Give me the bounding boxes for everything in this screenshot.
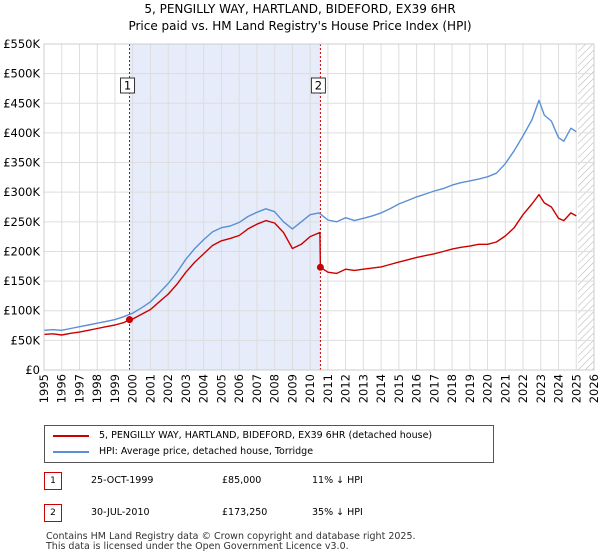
x-tick-label: 2025	[569, 374, 583, 403]
sale-label-box-1	[120, 77, 136, 94]
x-tick-label: 1998	[90, 374, 104, 403]
y-tick-label: £300K	[3, 185, 40, 199]
sale-badge-1: 1	[44, 472, 62, 490]
x-tick-label: 2002	[161, 374, 175, 403]
x-tick-label: 2000	[126, 374, 140, 403]
y-tick-label: £200K	[3, 244, 40, 258]
sale-hpi-2: 35% ↓ HPI	[312, 507, 363, 518]
x-tick-label: 1997	[72, 374, 86, 403]
x-tick-label: 1996	[55, 374, 69, 403]
x-tick-label: 2013	[356, 374, 370, 403]
footer-line-1: Contains HM Land Registry data © Crown c…	[46, 531, 416, 542]
sale-badge-2: 2	[44, 504, 62, 522]
x-tick-label: 2003	[179, 374, 193, 403]
y-tick-label: £350K	[3, 156, 40, 170]
footer: Contains HM Land Registry data © Crown c…	[46, 532, 416, 552]
plot-border	[43, 43, 595, 371]
x-tick-label: 2022	[516, 374, 530, 403]
legend-hpi-swatch	[53, 451, 89, 453]
x-tick-label: 1999	[108, 374, 122, 403]
x-tick-label: 2006	[232, 374, 246, 403]
y-tick-label: £100K	[3, 304, 40, 318]
y-tick-label: £50K	[11, 333, 41, 347]
x-tick-label: 2019	[463, 374, 477, 403]
x-tick-label: 2016	[410, 374, 424, 403]
x-tick-label: 2026	[587, 374, 600, 403]
sale-point-1	[126, 316, 134, 324]
chart-subtitle: Price paid vs. HM Land Registry's House …	[128, 19, 471, 33]
sale-price-1: £85,000	[222, 475, 262, 486]
x-tick-label: 2015	[392, 374, 406, 403]
x-tick-label: 2023	[534, 374, 548, 403]
y-tick-label: £150K	[3, 274, 40, 288]
sale-label-1: 1	[124, 79, 131, 93]
legend: 5, PENGILLY WAY, HARTLAND, BIDEFORD, EX3…	[44, 425, 494, 463]
hpi-series-line	[43, 99, 577, 331]
sale-date-1: 25-OCT-1999	[91, 475, 154, 486]
x-tick-label: 2018	[445, 374, 459, 403]
x-tick-label: 2001	[143, 374, 157, 403]
x-tick-label: 2004	[197, 374, 211, 403]
y-tick-label: £500K	[3, 67, 40, 81]
x-tick-label: 2011	[321, 374, 335, 403]
sale-label-box-2	[310, 77, 326, 94]
legend-hpi-label: HPI: Average price, detached house, Torr…	[99, 446, 314, 457]
x-tick-label: 2020	[481, 374, 495, 403]
sale-point-2	[316, 263, 324, 271]
x-tick-label: 2008	[268, 374, 282, 403]
sale-label-2: 2	[315, 79, 322, 93]
price-chart: 5, PENGILLY WAY, HARTLAND, BIDEFORD, EX3…	[3, 2, 600, 403]
sale-price-2: £173,250	[222, 507, 268, 518]
x-tick-label: 2017	[427, 374, 441, 403]
x-tick-label: 2007	[250, 374, 264, 403]
y-tick-label: £250K	[3, 215, 40, 229]
x-tick-label: 2012	[339, 374, 353, 403]
ownership-shade	[129, 44, 321, 370]
x-tick-label: 2021	[498, 374, 512, 403]
x-tick-label: 2010	[303, 374, 317, 403]
sale-hpi-1: 11% ↓ HPI	[312, 475, 363, 486]
forecast-hatch	[578, 44, 594, 370]
y-tick-label: £450K	[3, 96, 40, 110]
sale-row-1: 1 25-OCT-1999 £85,000 11% ↓ HPI	[0, 471, 600, 491]
x-tick-label: 2014	[374, 374, 388, 403]
footer-line-2: This data is licensed under the Open Gov…	[46, 541, 349, 552]
legend-property-label: 5, PENGILLY WAY, HARTLAND, BIDEFORD, EX3…	[99, 430, 433, 441]
legend-property-swatch	[53, 435, 89, 437]
sale-date-2: 30-JUL-2010	[91, 507, 150, 518]
sale-row-2: 2 30-JUL-2010 £173,250 35% ↓ HPI	[0, 503, 600, 523]
x-tick-label: 1995	[37, 374, 51, 403]
legend-item-hpi: HPI: Average price, detached house, Torr…	[45, 444, 493, 460]
y-tick-label: £400K	[3, 126, 40, 140]
y-tick-label: £0	[25, 363, 40, 377]
chart-title: 5, PENGILLY WAY, HARTLAND, BIDEFORD, EX3…	[144, 2, 455, 16]
x-tick-label: 2024	[552, 374, 566, 403]
y-tick-label: £550K	[3, 37, 40, 51]
x-tick-label: 2009	[285, 374, 299, 403]
legend-item-property: 5, PENGILLY WAY, HARTLAND, BIDEFORD, EX3…	[45, 428, 493, 444]
x-tick-label: 2005	[214, 374, 228, 403]
